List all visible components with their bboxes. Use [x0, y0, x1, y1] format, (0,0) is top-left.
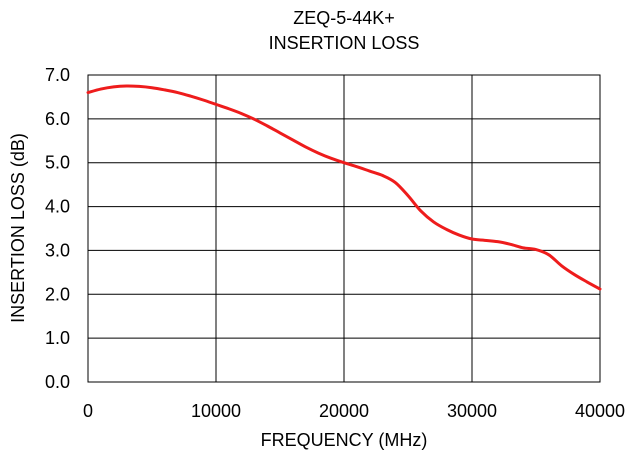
- x-axis-label: FREQUENCY (MHz): [261, 430, 428, 450]
- y-axis-label: INSERTION LOSS (dB): [8, 133, 28, 323]
- plot-frame: [87, 74, 601, 383]
- chart-title: ZEQ-5-44K+: [293, 8, 395, 28]
- y-tick-label: 1.0: [45, 328, 70, 348]
- y-tick-label: 7.0: [45, 65, 70, 85]
- y-tick-label: 2.0: [45, 284, 70, 304]
- x-tick-label: 40000: [575, 401, 625, 421]
- y-tick-label: 4.0: [45, 197, 70, 217]
- grid-lines: [87, 74, 601, 383]
- x-tick-label: 30000: [447, 401, 497, 421]
- chart-subtitle: INSERTION LOSS: [269, 33, 420, 53]
- x-tick-label: 0: [83, 401, 93, 421]
- x-tick-labels: 0 10000 20000 30000 40000: [83, 401, 625, 421]
- y-tick-label: 6.0: [45, 109, 70, 129]
- x-tick-label: 20000: [319, 401, 369, 421]
- y-tick-label: 5.0: [45, 153, 70, 173]
- y-tick-label: 3.0: [45, 240, 70, 260]
- insertion-loss-line: [86, 84, 602, 291]
- y-tick-labels: 0.0 1.0 2.0 3.0 4.0 5.0 6.0 7.0: [45, 65, 70, 392]
- y-tick-label: 0.0: [45, 372, 70, 392]
- x-tick-label: 10000: [191, 401, 241, 421]
